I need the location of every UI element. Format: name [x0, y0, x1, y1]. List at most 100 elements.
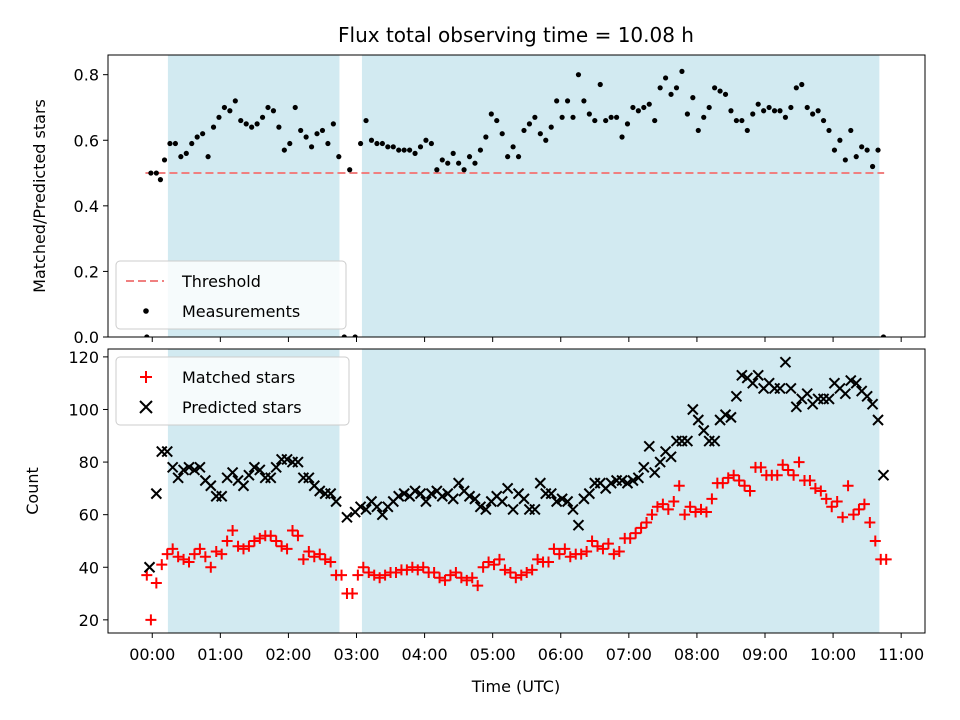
predicted-star-point — [632, 472, 645, 484]
predicted-star-point — [779, 356, 792, 368]
matched-star-point — [722, 472, 734, 484]
measurement-point — [357, 140, 364, 147]
measurement-point — [570, 114, 576, 120]
measurement-point — [144, 334, 150, 337]
matched-star-point — [401, 564, 413, 576]
legend-predicted-swatch — [139, 400, 153, 414]
x-tick-label: 08:00 — [674, 645, 720, 664]
matched-star-point — [488, 559, 500, 571]
matched-star-point — [575, 548, 587, 560]
measurement-point — [379, 140, 385, 147]
measurement-point — [635, 108, 641, 114]
predicted-star-point — [534, 477, 547, 489]
measurement-point — [853, 154, 859, 160]
measurement-point — [157, 177, 164, 183]
predicted-star-point — [698, 424, 710, 437]
predicted-star-point — [774, 382, 786, 395]
predicted-star-point — [545, 487, 557, 500]
matched-star-point — [592, 540, 604, 552]
measurement-point — [701, 114, 707, 120]
matched-star-point — [363, 567, 375, 579]
legend-matched-swatch — [140, 371, 152, 383]
matched-star-point — [346, 588, 358, 600]
matched-star-point — [379, 569, 391, 581]
measurement-point — [750, 111, 756, 117]
measurement-point — [793, 85, 799, 91]
x-tick-label: 05:00 — [470, 645, 516, 664]
matched-star-point — [287, 524, 299, 536]
matched-star-point — [504, 567, 516, 579]
predicted-star-point — [572, 519, 585, 531]
matched-star-point — [178, 553, 190, 565]
predicted-star-point — [469, 493, 481, 505]
predicted-star-point — [692, 414, 704, 426]
measurement-point — [330, 121, 336, 127]
predicted-star-point — [861, 390, 873, 403]
matched-star-point — [141, 569, 153, 581]
x-tick-label: 04:00 — [402, 645, 448, 664]
measurement-point — [641, 104, 647, 111]
measurement-point — [210, 124, 217, 130]
predicted-star-point — [330, 495, 342, 508]
x-tick-label: 06:00 — [538, 645, 584, 664]
ratio-panel: 0.0 0.2 0.4 0.6 0.8 Matched/Predicted stars Th… — [30, 54, 926, 347]
matched-star-point — [548, 543, 560, 555]
matched-star-point — [532, 553, 544, 565]
matched-star-point — [679, 509, 691, 521]
count-panel: 20 40 60 80 100 120 00:00 01:00 02:00 03:00 04:00 0… — [23, 348, 926, 664]
measurement-point — [586, 111, 592, 117]
measurement-point — [445, 160, 451, 166]
matched-star-point — [406, 561, 418, 573]
matched-star-point — [826, 501, 838, 513]
measurement-point — [434, 167, 440, 173]
y-tick-label: 60 — [79, 506, 99, 525]
measurement-point — [477, 147, 484, 153]
measurement-point — [782, 114, 789, 120]
axes-frame — [107, 348, 926, 634]
matched-star-point — [417, 561, 429, 573]
matched-star-point — [635, 522, 647, 534]
measurement-point — [728, 108, 734, 114]
matched-star-point — [717, 477, 729, 489]
matched-star-point — [869, 535, 881, 547]
measurement-point — [401, 147, 407, 153]
matched-star-point — [706, 493, 718, 505]
plot-area — [141, 349, 892, 633]
measurement-point — [864, 147, 870, 153]
measurement-point — [249, 124, 255, 130]
measurement-point — [153, 170, 159, 176]
predicted-star-point — [790, 401, 803, 413]
measurement-point — [575, 72, 582, 78]
measurement-point — [663, 75, 669, 81]
x-tick-label: 09:00 — [742, 645, 788, 664]
matched-star-point — [281, 543, 293, 555]
predicted-star-point — [150, 487, 163, 500]
predicted-star-point — [747, 377, 759, 389]
x-tick-label: 03:00 — [333, 645, 379, 664]
measurement-point — [799, 81, 805, 88]
predicted-star-point — [265, 472, 277, 484]
measurement-point — [657, 85, 663, 91]
measurement-point — [292, 104, 298, 111]
shaded-interval-1 — [361, 349, 880, 633]
measurement-point — [221, 104, 228, 111]
matched-star-point — [815, 485, 827, 497]
matched-star-point — [270, 535, 282, 547]
measurement-point — [515, 154, 522, 160]
measurement-point — [722, 91, 729, 97]
x-tick-label: 10:00 — [810, 645, 856, 664]
measurement-point — [363, 117, 369, 124]
matched-star-point — [455, 572, 467, 584]
measurement-point — [314, 131, 320, 137]
measurement-point — [423, 137, 429, 143]
measurement-point — [875, 147, 881, 153]
matched-star-point — [858, 498, 870, 510]
x-tick-label: 00:00 — [129, 645, 175, 664]
measurement-point — [526, 121, 533, 127]
matched-star-point — [668, 496, 680, 508]
measurement-point — [396, 147, 402, 153]
measurement-point — [608, 114, 614, 120]
measurement-point — [178, 154, 184, 160]
matched-star-point — [210, 545, 222, 557]
y-tick-label: 80 — [79, 453, 99, 472]
